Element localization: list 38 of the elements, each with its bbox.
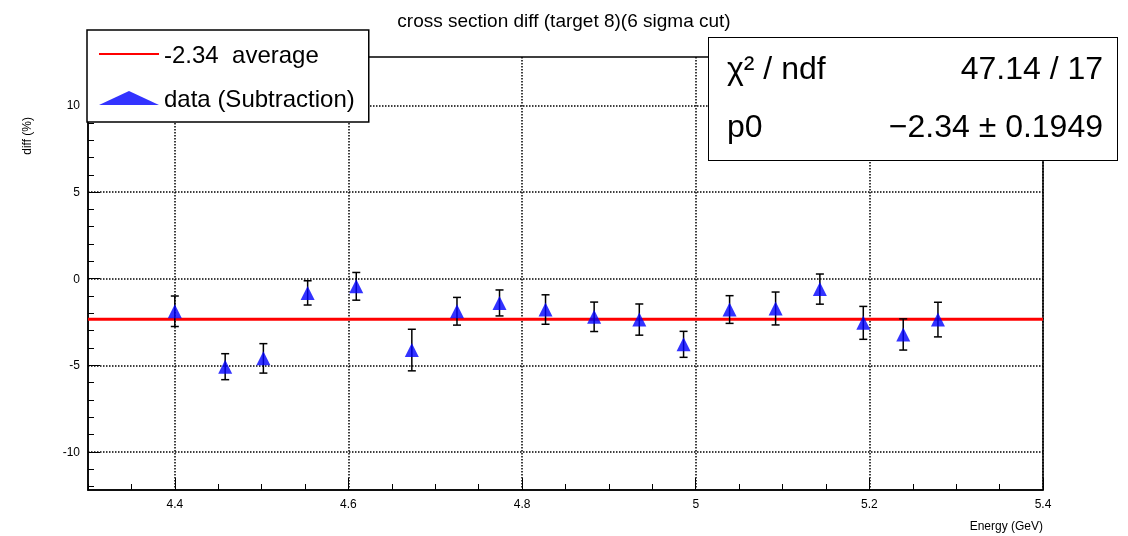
point — [492, 295, 507, 310]
point — [722, 302, 737, 317]
point — [349, 279, 364, 294]
legend-label: -2.34 average — [164, 40, 319, 68]
annotation: χ² / ndf — [727, 50, 826, 87]
point — [218, 359, 233, 374]
chart-title: cross section diff (target 8)(6 sigma cut) — [397, 10, 731, 31]
x-tick-label: 5.4 — [1034, 497, 1052, 511]
point — [768, 301, 783, 316]
point — [896, 327, 911, 342]
annotation: p0 — [727, 108, 763, 145]
x-tick-label: 5.2 — [861, 497, 879, 511]
point — [167, 304, 182, 319]
point — [587, 309, 602, 324]
x-tick-label: 4.4 — [166, 497, 184, 511]
point — [632, 312, 647, 327]
point — [404, 343, 419, 358]
point — [449, 304, 464, 319]
annotation: −2.34 ± 0.1949 — [888, 108, 1103, 145]
y-axis-title: diff (%) — [20, 117, 34, 155]
point — [812, 282, 827, 297]
y-tick-label: -5 — [69, 358, 81, 373]
y-tick-label: 0 — [73, 271, 81, 286]
x-tick-label: 4.8 — [513, 497, 531, 511]
point — [856, 315, 871, 330]
y-tick-label: -10 — [62, 444, 81, 459]
x-tick-label: 4.6 — [340, 497, 358, 511]
point — [256, 351, 271, 366]
point — [538, 302, 553, 317]
point — [676, 337, 691, 352]
legend-label: data (Subtraction) — [164, 84, 355, 112]
x-axis-title: Energy (GeV) — [969, 519, 1043, 533]
annotation: 47.14 / 17 — [960, 50, 1103, 87]
point — [930, 312, 945, 327]
y-tick-label: 5 — [73, 185, 81, 200]
x-tick-label: 5 — [692, 497, 700, 511]
y-tick-label: 10 — [66, 98, 81, 113]
point — [300, 285, 315, 300]
